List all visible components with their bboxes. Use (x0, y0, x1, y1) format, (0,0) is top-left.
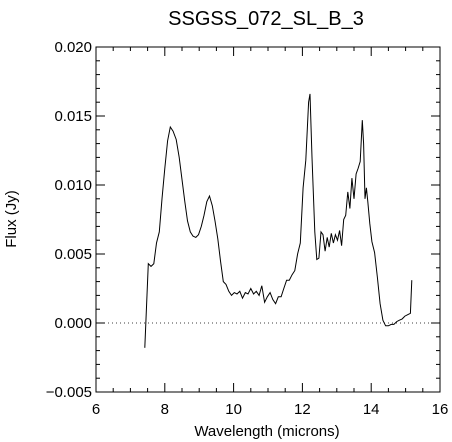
y-tick-label: 0.020 (54, 39, 92, 56)
y-tick-label: 0.000 (54, 315, 92, 332)
y-tick-label: 0.015 (54, 108, 92, 125)
x-axis-ticks: 6 8 10 12 14 16 (92, 47, 449, 418)
x-tick-label: 8 (161, 401, 169, 418)
x-tick-label: 16 (432, 401, 449, 418)
y-axis-title: Flux (Jy) (3, 190, 20, 248)
x-tick-label: 12 (294, 401, 311, 418)
x-tick-label: 14 (363, 401, 380, 418)
x-axis-title: Wavelength (microns) (194, 423, 339, 440)
x-tick-label: 10 (225, 401, 242, 418)
y-tick-label: −0.005 (46, 384, 92, 401)
y-tick-label: 0.005 (54, 246, 92, 263)
flux-series-line (144, 93, 413, 348)
y-axis-ticks: −0.005 0.000 0.005 0.010 0.015 0.020 (46, 39, 440, 401)
y-tick-label: 0.010 (54, 177, 92, 194)
x-tick-label: 6 (92, 401, 100, 418)
chart-title: SSGSS_072_SL_B_3 (168, 8, 364, 30)
plot-frame (95, 46, 441, 393)
